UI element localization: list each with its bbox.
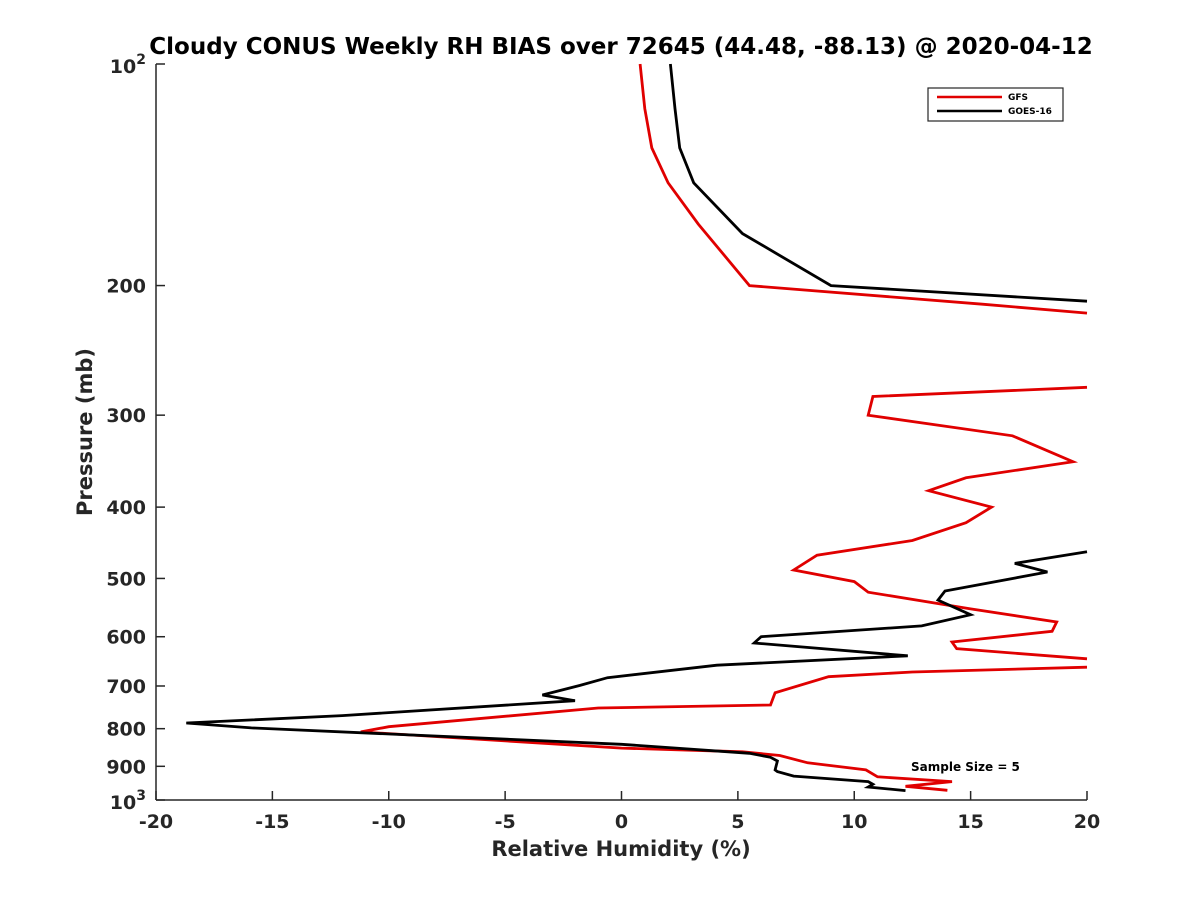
x-tick-label: 15 — [957, 811, 983, 833]
x-tick-label: 20 — [1074, 811, 1100, 833]
chart-title: Cloudy CONUS Weekly RH BIAS over 72645 (… — [149, 34, 1092, 60]
x-axis-ticks: -20 -15 -10 -5 0 5 10 15 20 — [139, 791, 1100, 833]
y-tick-label: 102 — [110, 52, 146, 78]
y-tick-label: 500 — [106, 568, 146, 590]
series-line-goes16-segment-0 — [669, 63, 1088, 303]
sample-size-annotation: Sample Size = 5 — [911, 760, 1020, 774]
series-line-gfs-segment-0 — [638, 63, 1088, 315]
y-tick-label: 700 — [106, 676, 146, 698]
series-layer — [186, 63, 1088, 792]
series-line-gfs-segment-2 — [360, 665, 1088, 792]
x-tick-label: -20 — [139, 811, 173, 833]
x-tick-label: -15 — [255, 811, 289, 833]
series-line-goes16-segment-1 — [186, 550, 1088, 792]
y-tick-label: 300 — [106, 405, 146, 427]
x-tick-label: -10 — [372, 811, 406, 833]
legend: GFS GOES-16 — [927, 87, 1064, 122]
y-axis-ticks: 102 200 300 400 500 600 700 800 900 103 — [106, 52, 165, 814]
y-tick-label: 103 — [110, 788, 146, 814]
y-axis-label: Pressure (mb) — [73, 348, 97, 516]
y-tick-label: 400 — [106, 497, 146, 519]
x-tick-label: 10 — [841, 811, 867, 833]
x-axis-label: Relative Humidity (%) — [491, 837, 750, 861]
series-line-gfs-segment-1 — [789, 385, 1088, 661]
legend-label-gfs: GFS — [1008, 93, 1028, 103]
x-tick-label: -5 — [495, 811, 516, 833]
y-tick-label: 200 — [106, 276, 146, 298]
y-tick-label: 800 — [106, 719, 146, 741]
legend-label-goes16: GOES-16 — [1008, 107, 1052, 117]
x-tick-label: 5 — [731, 811, 744, 833]
y-tick-label: 600 — [106, 627, 146, 649]
legend-box — [927, 87, 1064, 122]
plot-area — [155, 63, 1088, 801]
y-tick-label: 900 — [106, 756, 146, 778]
x-tick-label: 0 — [615, 811, 628, 833]
